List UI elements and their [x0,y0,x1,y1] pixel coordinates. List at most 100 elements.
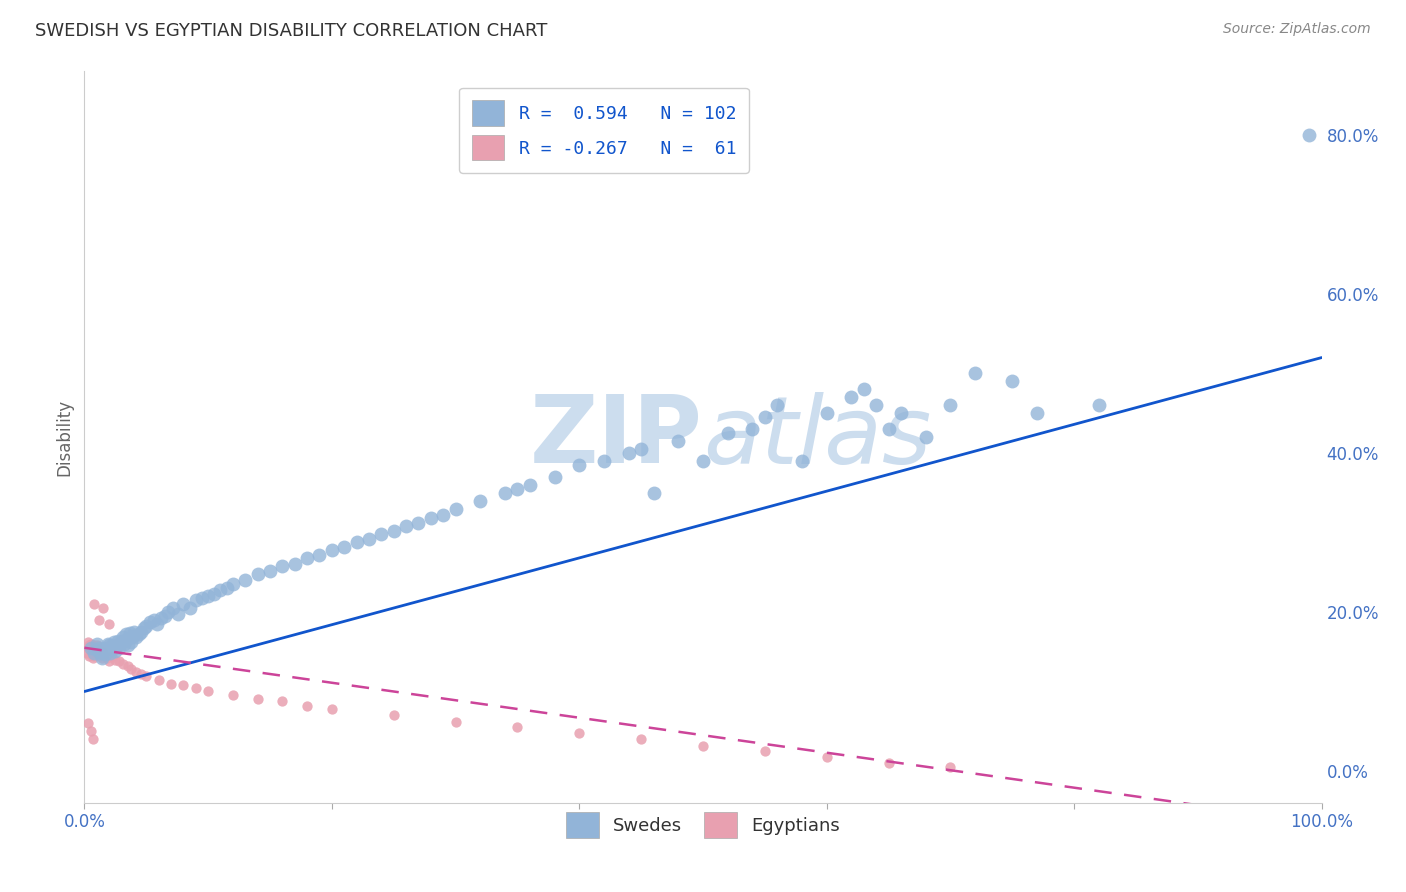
Point [125,631,148,645]
Point [77,640,100,655]
Point [139,615,162,629]
Point [82,732,104,747]
Point [135,668,157,682]
Point [1298,128,1320,142]
Point [630,442,652,456]
Point [1026,406,1049,420]
Point [841,390,863,404]
Point [80,640,103,655]
Point [135,619,157,633]
Point [103,635,125,649]
Point [877,422,900,436]
Point [89,640,111,655]
Point [79,648,101,663]
Point [222,689,245,703]
Point [111,657,134,671]
Point [246,566,269,581]
Point [115,627,138,641]
Text: SWEDISH VS EGYPTIAN DISABILITY CORRELATION CHART: SWEDISH VS EGYPTIAN DISABILITY CORRELATI… [35,22,547,40]
Point [519,477,541,491]
Point [105,639,128,653]
Point [506,720,529,734]
Point [77,716,100,731]
Point [100,648,122,663]
Point [692,454,714,468]
Point [86,639,108,653]
Point [97,637,120,651]
Point [79,643,101,657]
Point [117,638,139,652]
Point [91,645,114,659]
Point [96,651,118,665]
Point [333,540,356,554]
Point [91,644,114,658]
Point [112,637,135,651]
Point [1088,398,1111,412]
Point [741,422,763,436]
Point [80,646,103,660]
Point [101,639,124,653]
Point [852,383,875,397]
Point [271,558,294,573]
Point [86,643,108,657]
Point [395,519,418,533]
Point [346,535,368,549]
Point [233,573,256,587]
Point [172,678,194,692]
Point [93,642,115,657]
Point [167,607,190,621]
Point [444,714,467,729]
Point [506,482,529,496]
Point [104,644,127,658]
Point [197,589,219,603]
Point [179,601,201,615]
Point [568,726,591,740]
Point [197,684,219,698]
Point [172,597,194,611]
Point [643,485,665,500]
Point [79,724,101,739]
Legend: Swedes, Egyptians: Swedes, Egyptians [560,805,846,845]
Point [432,508,454,522]
Text: ZIP: ZIP [530,391,703,483]
Point [321,543,343,558]
Point [295,698,318,713]
Point [259,564,281,578]
Point [117,659,139,673]
Point [284,558,307,572]
Point [408,516,430,530]
Y-axis label: Disability: Disability [55,399,73,475]
Point [98,654,121,668]
Point [150,611,173,625]
Point [160,676,183,690]
Point [754,744,776,758]
Point [271,694,294,708]
Point [111,631,134,645]
Point [89,613,111,627]
Point [382,708,405,723]
Point [107,634,129,648]
Point [890,406,912,420]
Point [114,632,136,647]
Point [157,605,180,619]
Point [162,601,184,615]
Point [120,635,142,649]
Point [617,446,640,460]
Point [129,667,152,681]
Point [108,654,131,668]
Point [100,642,122,657]
Point [83,639,105,653]
Point [246,692,269,706]
Point [91,601,114,615]
Point [153,609,176,624]
Point [146,616,169,631]
Point [82,645,104,659]
Point [568,458,591,472]
Point [184,593,207,607]
Point [128,627,150,641]
Point [89,648,111,663]
Point [321,702,343,716]
Point [125,665,148,679]
Point [121,629,143,643]
Point [444,501,467,516]
